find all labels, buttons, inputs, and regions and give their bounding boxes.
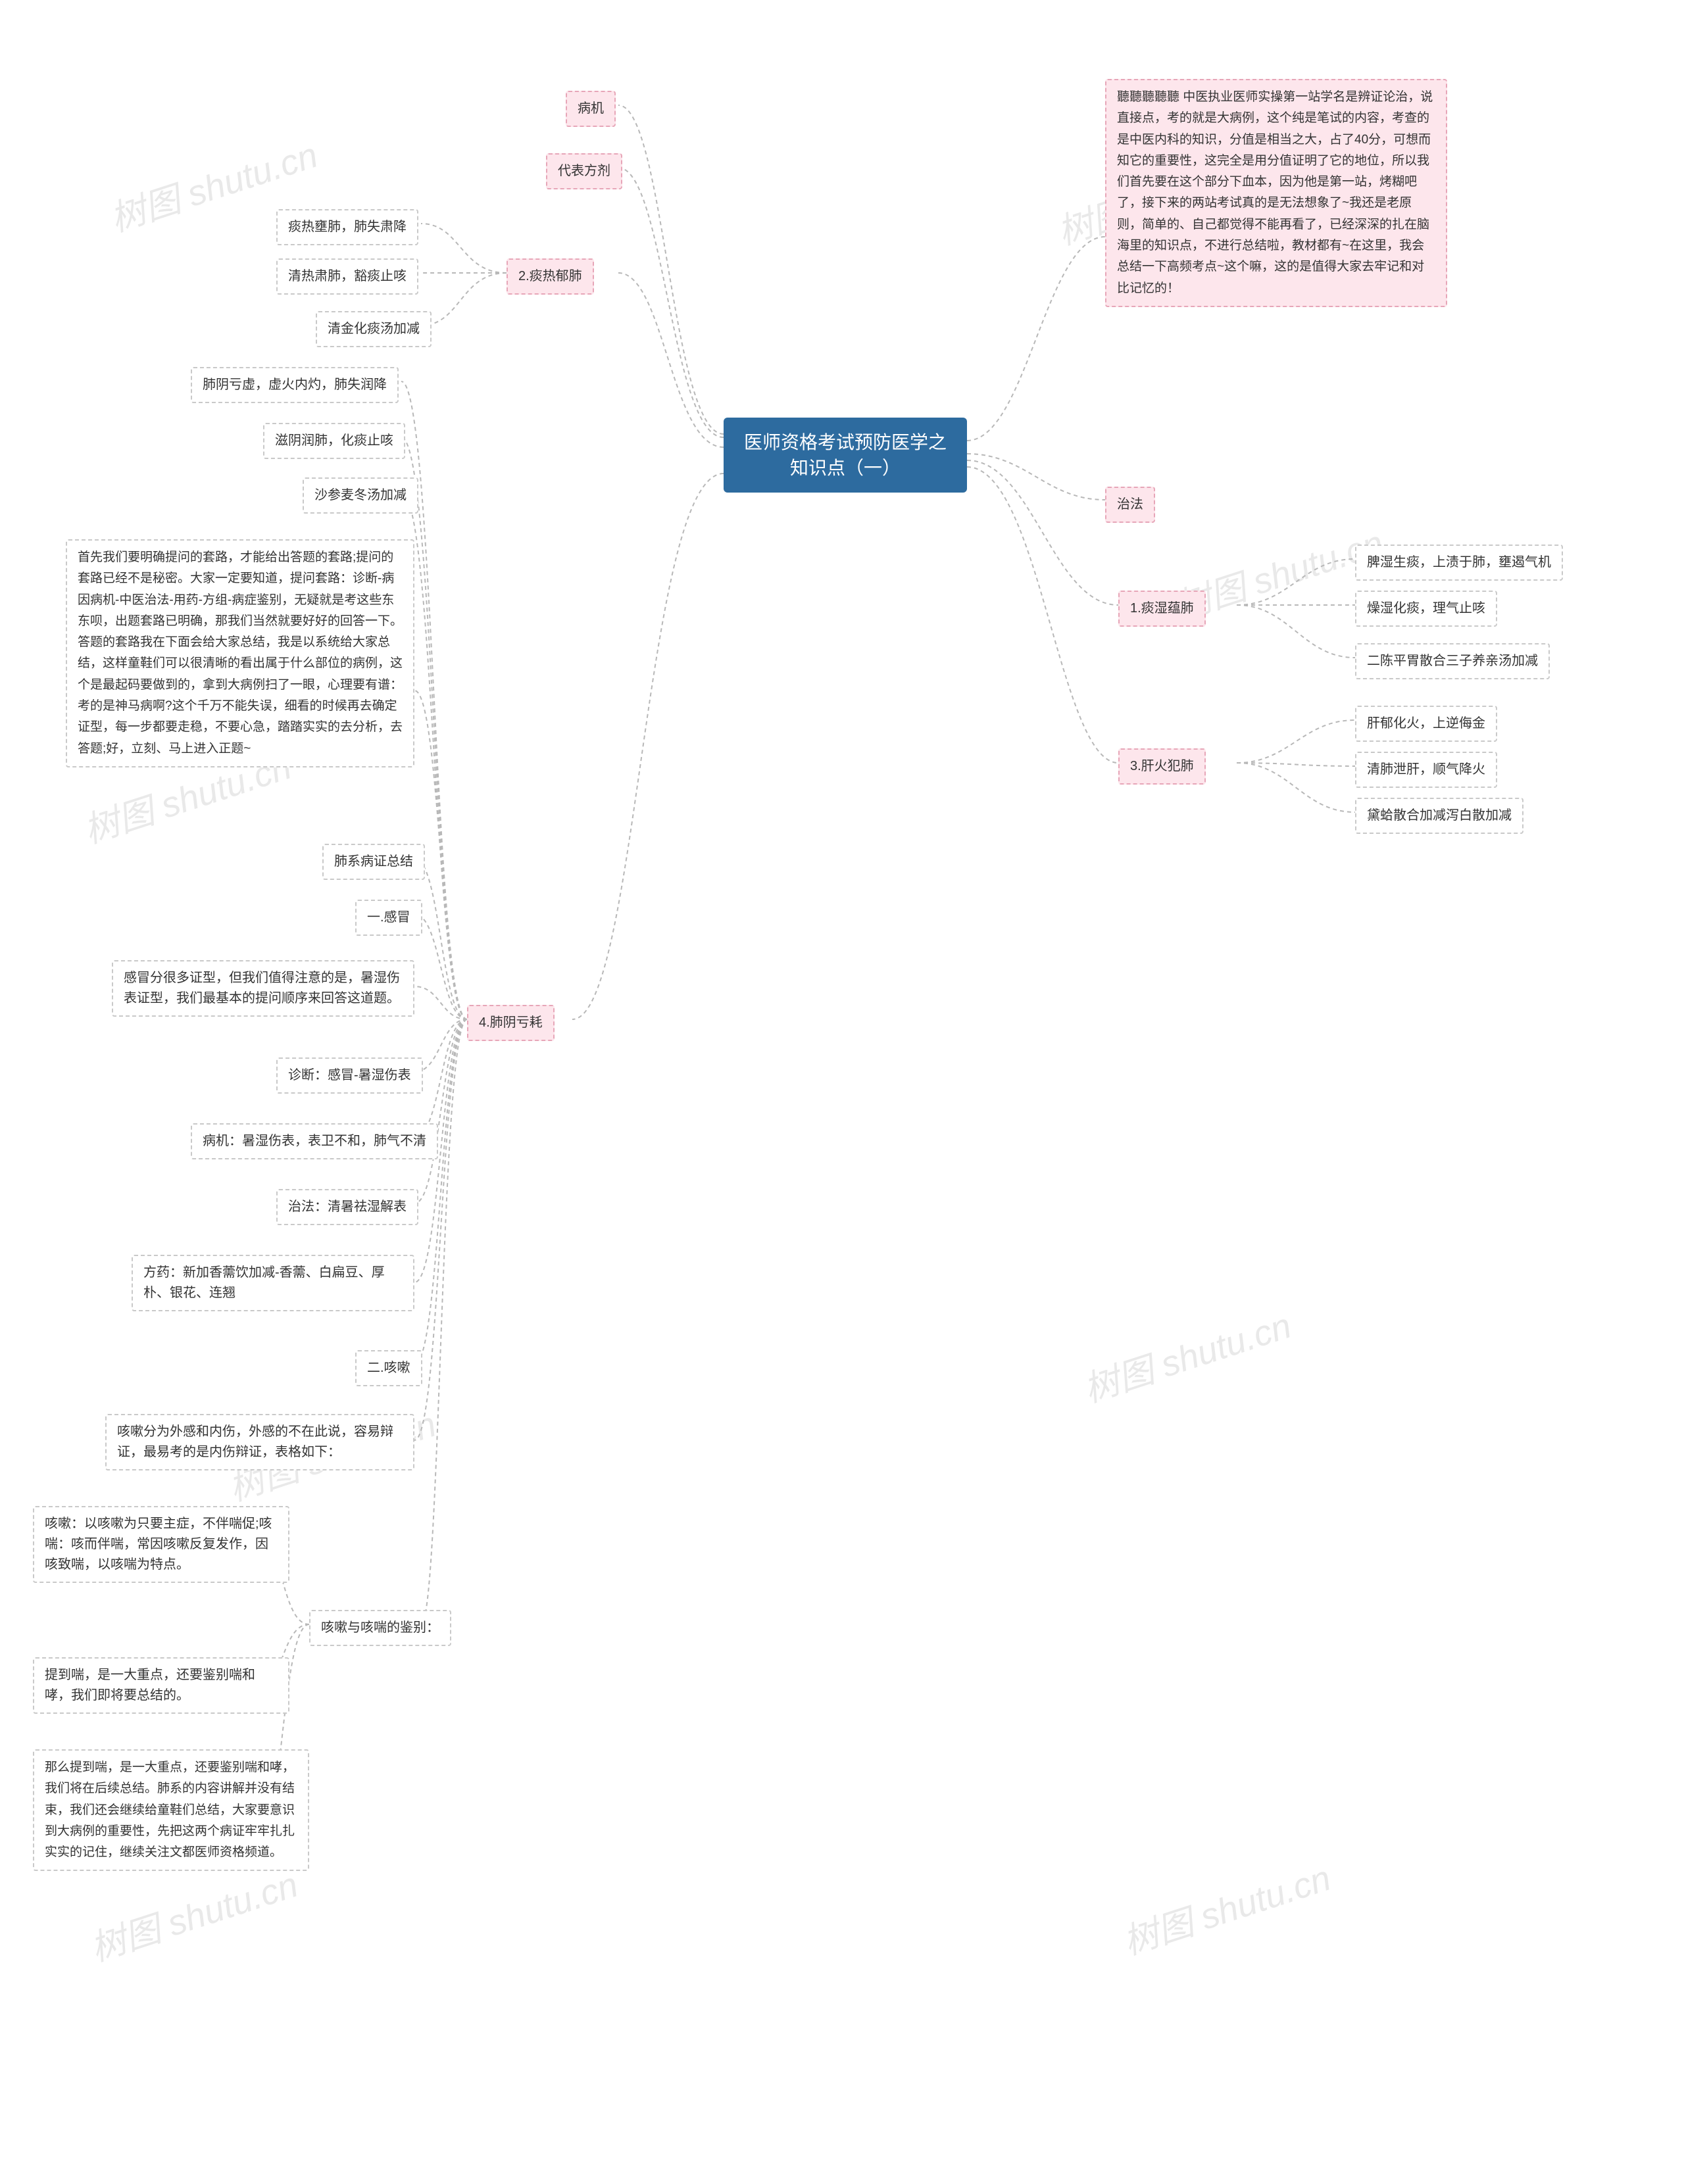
node-3-b: 清肺泄肝，顺气降火 [1355,752,1497,788]
watermark: 树图 shutu.cn [83,1855,304,1971]
root-line2: 知识点（一） [790,458,901,478]
node-1-c: 二陈平胃散合三子养亲汤加减 [1355,643,1550,679]
node-1-b: 燥湿化痰，理气止咳 [1355,591,1497,627]
node-3-a: 肝郁化火，上逆侮金 [1355,706,1497,742]
yi-ganmao-node: 一.感冒 [355,900,422,936]
kesou-desc-node: 咳嗽分为外感和内伤，外感的不在此说，容易辩证，最易考的是内伤辩证，表格如下： [105,1414,414,1470]
node-3-c: 黛蛤散合加减泻白散加减 [1355,798,1523,834]
kesou-jianbie-title-node: 咳嗽与咳喘的鉴别： [309,1610,451,1646]
node-4-c: 沙参麦冬汤加减 [303,477,418,514]
nameti-node: 那么提到喘，是一大重点，还要鉴别喘和哮，我们将在后续总结。肺系的内容讲解并没有结… [33,1749,309,1871]
zhifa2-node: 治法：清暑祛湿解表 [276,1189,418,1225]
watermark: 树图 shutu.cn [1116,1849,1337,1964]
node-1-title: 1.痰湿蕴肺 [1118,591,1206,627]
taolu-box: 首先我们要明确提问的套路，才能给出答题的套路;提问的套路已经不是秘密。大家一定要… [66,539,414,767]
zhenduan-node: 诊断：感冒-暑湿伤表 [276,1057,423,1094]
node-4-b: 滋阴润肺，化痰止咳 [263,423,405,459]
bingji2-node: 病机：暑湿伤表，表卫不和，肺气不清 [191,1123,438,1159]
kesou-jianbie-node: 咳嗽：以咳嗽为只要主症，不伴喘促;咳喘：咳而伴喘，常因咳嗽反复发作，因咳致喘，以… [33,1506,289,1583]
tidao-node: 提到喘，是一大重点，还要鉴别喘和哮，我们即将要总结的。 [33,1657,289,1714]
bingji-node: 病机 [566,91,616,127]
er-kesou-node: 二.咳嗽 [355,1350,422,1386]
intro-box: 聽聽聽聽聽 中医执业医师实操第一站学名是辨证论治，说直接点，考的就是大病例，这个… [1105,79,1447,307]
root-line1: 医师资格考试预防医学之 [744,432,947,452]
node-2-c: 清金化痰汤加减 [316,311,432,347]
feixi-node: 肺系病证总结 [322,844,425,880]
ganmao-desc-node: 感冒分很多证型，但我们值得注意的是，暑湿伤表证型，我们最基本的提问顺序来回答这道… [112,960,414,1017]
daibiao-node: 代表方剂 [546,153,622,189]
node-2-b: 清热肃肺，豁痰止咳 [276,258,418,295]
node-2-title: 2.痰热郁肺 [507,258,594,295]
watermark: 树图 shutu.cn [1076,1296,1297,1412]
zhifa-node: 治法 [1105,487,1155,523]
node-4-title: 4.肺阴亏耗 [467,1005,555,1041]
node-1-a: 脾湿生痰，上渍于肺，壅遏气机 [1355,545,1563,581]
node-4-a: 肺阴亏虚，虚火内灼，肺失润降 [191,367,399,403]
root-node: 医师资格考试预防医学之 知识点（一） [724,418,967,493]
node-2-a: 痰热壅肺，肺失肃降 [276,209,418,245]
node-3-title: 3.肝火犯肺 [1118,748,1206,785]
fangyao-node: 方药：新加香薷饮加减-香薷、白扁豆、厚朴、银花、连翘 [132,1255,414,1311]
